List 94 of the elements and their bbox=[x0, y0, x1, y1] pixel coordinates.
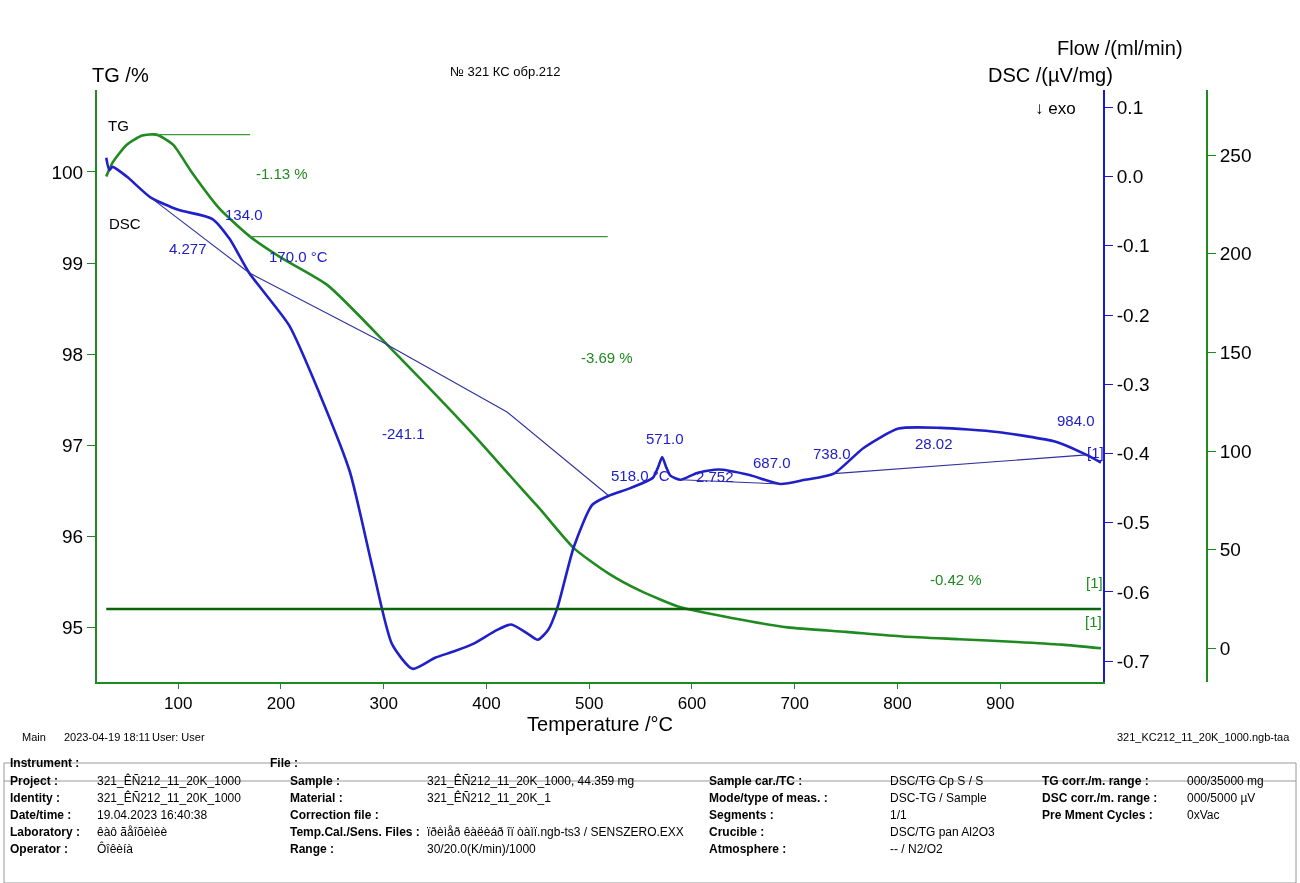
text: 0xVac bbox=[1187, 808, 1220, 822]
y-tick-label: 99 bbox=[62, 252, 84, 274]
text: 321_ÊÑ212_11_20K_1 bbox=[427, 790, 552, 805]
x-tick-label: 400 bbox=[472, 694, 501, 714]
y3-tick-label: 0 bbox=[1219, 638, 1231, 660]
text: Atmosphere : bbox=[709, 842, 787, 856]
x-axis-title: Temperature /°C bbox=[527, 713, 673, 736]
annotation: 571.0 bbox=[646, 430, 684, 447]
annotation: -241.1 bbox=[382, 425, 425, 442]
y2-tick-label: -0.4 bbox=[1116, 443, 1150, 465]
y3-tick-label: 250 bbox=[1219, 144, 1252, 166]
text: 321_ÊÑ212_11_20K_1000 bbox=[97, 773, 242, 788]
text: Identity : bbox=[10, 791, 60, 805]
annotation: -0.42 % bbox=[930, 571, 982, 588]
x-tick-label: 300 bbox=[369, 694, 398, 714]
text: 2023-04-19 18:11 bbox=[64, 731, 151, 743]
text: Material : bbox=[290, 791, 343, 805]
text: Mode/type of meas. : bbox=[709, 791, 828, 805]
y2-tick-label: -0.6 bbox=[1116, 581, 1150, 603]
annotation: 28.02 bbox=[915, 435, 953, 452]
y-tick-label: 100 bbox=[51, 161, 84, 183]
text: DSC/TG Cp S / S bbox=[890, 774, 984, 788]
x-tick-label: 200 bbox=[266, 694, 296, 714]
x-tick-label: 800 bbox=[883, 694, 912, 714]
text: 000/35000 mg bbox=[1187, 774, 1264, 788]
y-tick-label: 98 bbox=[62, 343, 84, 365]
annotation: [1] bbox=[1087, 444, 1104, 461]
annotation: -1.13 % bbox=[256, 165, 308, 182]
y2-tick-label: 0.0 bbox=[1116, 166, 1144, 188]
text: 321_ÊÑ212_11_20K_1000, 44.359 mg bbox=[427, 773, 635, 788]
text: Temp.Cal./Sens. Files : bbox=[290, 825, 420, 839]
y-tick-label: 97 bbox=[62, 434, 84, 456]
text: TG corr./m. range : bbox=[1042, 774, 1149, 788]
annotation: 738.0 bbox=[813, 445, 851, 462]
x-tick-label: 100 bbox=[163, 694, 193, 714]
text: Laboratory : bbox=[10, 825, 81, 839]
text: êàô ãåîõèìèè bbox=[97, 825, 168, 839]
y2-axis-title: DSC /(µV/mg) bbox=[988, 64, 1113, 86]
text: User: User bbox=[152, 731, 205, 743]
text: DSC corr./m. range : bbox=[1042, 791, 1158, 805]
text: Date/time : bbox=[10, 808, 72, 822]
annotation: DSC bbox=[109, 215, 141, 232]
text: 19.04.2023 16:40:38 bbox=[97, 808, 208, 822]
text: DSC/TG pan Al2O3 bbox=[890, 825, 996, 839]
text: Operator : bbox=[10, 842, 69, 856]
y2-tick-label: 0.1 bbox=[1116, 96, 1144, 118]
text: ïðèìåð êàëèáð îï òàìï.ngb-ts3 / SENSZERO.EXX bbox=[427, 825, 684, 839]
y3-tick-label: 100 bbox=[1219, 440, 1252, 462]
y2-tick-label: -0.7 bbox=[1116, 650, 1150, 672]
text: Main bbox=[22, 731, 46, 743]
x-tick-label: 600 bbox=[677, 694, 707, 714]
annotation: ↓ exo bbox=[1035, 99, 1076, 118]
y-tick-label: 96 bbox=[62, 525, 84, 547]
x-tick-label: 700 bbox=[780, 694, 809, 714]
y2-tick-label: -0.2 bbox=[1116, 304, 1150, 326]
annotation: [1] bbox=[1086, 574, 1103, 591]
y3-tick-label: 50 bbox=[1219, 539, 1241, 561]
text: Instrument : bbox=[10, 756, 80, 770]
y-axis-title: TG /% bbox=[92, 64, 149, 86]
annotation: 984.0 bbox=[1057, 412, 1095, 429]
text: 321_KC212_11_20K_1000.ngb-taa bbox=[1117, 731, 1291, 743]
y2-tick-label: -0.3 bbox=[1116, 373, 1150, 395]
text: DSC-TG / Sample bbox=[890, 791, 988, 805]
text: Sample : bbox=[290, 774, 341, 788]
annotation: TG bbox=[108, 117, 129, 134]
text: Pre Mment Cycles : bbox=[1042, 808, 1153, 822]
y2-tick-label: -0.1 bbox=[1116, 235, 1150, 257]
text: 30/20.0(K/min)/1000 bbox=[427, 842, 537, 856]
annotation: [1] bbox=[1085, 613, 1102, 630]
text: Range : bbox=[290, 842, 335, 856]
text: File : bbox=[270, 756, 299, 770]
chart-title: № 321 КС обр.212 bbox=[450, 64, 561, 79]
annotation: 2.752 bbox=[696, 468, 734, 485]
text: 1/1 bbox=[890, 808, 908, 822]
text: Crucible : bbox=[709, 825, 765, 839]
x-tick-label: 500 bbox=[575, 694, 604, 714]
annotation: 687.0 bbox=[753, 454, 791, 471]
text: Segments : bbox=[709, 808, 774, 822]
text: -- / N2/O2 bbox=[890, 842, 943, 856]
text: Ôîêèíà bbox=[97, 841, 134, 856]
x-tick-label: 900 bbox=[986, 694, 1015, 714]
annotation: -3.69 % bbox=[581, 349, 633, 366]
y3-axis-title: Flow /(ml/min) bbox=[1057, 37, 1183, 59]
y2-tick-label: -0.5 bbox=[1116, 512, 1150, 534]
text: Correction file : bbox=[290, 808, 379, 822]
text: Sample car./TC : bbox=[709, 774, 803, 788]
text: Project : bbox=[10, 774, 59, 788]
annotation: 4.277 bbox=[169, 240, 207, 257]
annotation: 134.0 bbox=[225, 206, 263, 223]
y-tick-label: 95 bbox=[62, 617, 84, 638]
text: 321_ÊÑ212_11_20K_1000 bbox=[97, 790, 242, 805]
y3-tick-label: 150 bbox=[1219, 342, 1252, 364]
y3-tick-label: 200 bbox=[1219, 243, 1252, 265]
text: 000/5000 µV bbox=[1187, 791, 1256, 805]
